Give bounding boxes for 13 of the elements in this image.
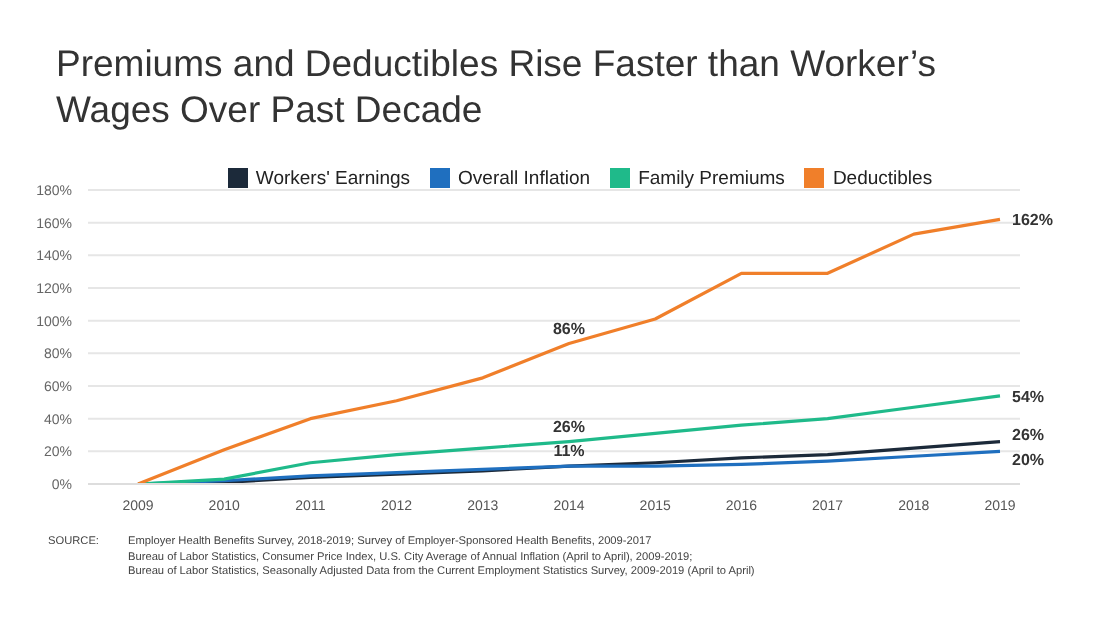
legend-label: Overall Inflation bbox=[458, 168, 591, 190]
legend-label: Deductibles bbox=[832, 168, 933, 190]
data-label: 54% bbox=[1012, 387, 1045, 406]
chart-title: Premiums and Deductibles Rise Faster than Worker’s Wages Over Past Decade bbox=[56, 40, 939, 132]
data-label: 11% bbox=[553, 442, 585, 461]
line-series bbox=[136, 217, 1002, 484]
data-label: 20% bbox=[1012, 451, 1045, 470]
legend-label: Family Premiums bbox=[638, 168, 785, 190]
legend-label: Workers' Earnings bbox=[255, 168, 411, 190]
data-label: 162% bbox=[1012, 211, 1053, 230]
data-label: 86% bbox=[552, 319, 586, 338]
data-label: 26% bbox=[552, 417, 586, 436]
data-label: 26% bbox=[1012, 425, 1045, 444]
